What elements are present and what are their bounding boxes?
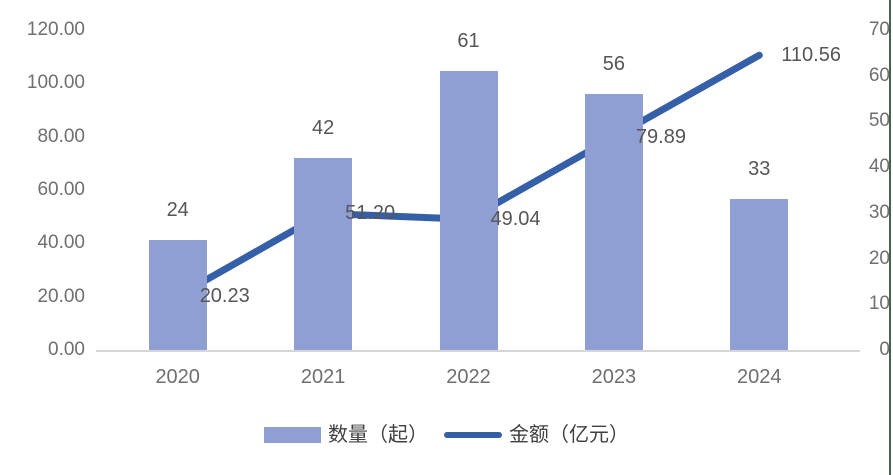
bar-series-swatch (264, 427, 321, 443)
legend-label-quantity: 数量（起） (328, 424, 428, 446)
bar-2024 (730, 199, 789, 350)
x-axis-label-2022: 2022 (446, 366, 491, 388)
left-axis-tick: 120.00 (26, 19, 85, 40)
right-axis-tick: 20 (868, 247, 890, 269)
line-value-label: 79.89 (635, 125, 686, 148)
left-axis-tick: 100.00 (26, 72, 85, 94)
bar-value-label: 61 (457, 30, 480, 53)
left-axis-tick: 20.00 (37, 285, 85, 307)
line-series-swatch (444, 432, 502, 438)
x-axis-label-2024: 2024 (737, 366, 782, 388)
left-axis-tick: 0.00 (48, 339, 85, 360)
right-axis-tick: 60 (868, 64, 890, 86)
right-axis-tick: 0 (879, 339, 890, 360)
right-edge-border-line (889, 0, 891, 475)
right-axis-tick: 30 (868, 201, 890, 223)
chart-legend: 数量（起） 金额（亿元） (0, 421, 893, 449)
legend-item-amount: 金额（亿元） (444, 421, 629, 449)
bar-value-label: 24 (166, 199, 189, 222)
bar-2023 (584, 94, 643, 350)
left-axis-tick: 40.00 (37, 232, 85, 254)
right-axis-tick: 70 (868, 19, 890, 40)
x-axis-line (96, 350, 860, 352)
bar-2021 (294, 158, 353, 350)
legend-item-quantity: 数量（起） (264, 421, 428, 449)
x-axis-label-2021: 2021 (300, 366, 346, 388)
x-axis-label-2023: 2023 (591, 366, 637, 388)
line-value-label: 20.23 (199, 285, 250, 308)
left-axis-tick: 80.00 (37, 125, 85, 147)
line-value-label: 49.04 (490, 208, 541, 231)
line-value-label: 51.20 (345, 202, 396, 225)
bar-value-label: 56 (602, 53, 626, 75)
left-axis-tick: 60.00 (37, 179, 85, 200)
x-axis-label-2020: 2020 (155, 366, 200, 388)
bar-2020 (148, 240, 207, 350)
right-axis-tick: 40 (868, 156, 890, 178)
line-value-label: 110.56 (781, 44, 841, 67)
bar-value-label: 42 (311, 117, 335, 139)
bar-value-label: 33 (748, 158, 771, 181)
legend-label-amount: 金额（亿元） (509, 424, 629, 446)
right-axis-tick: 50 (868, 110, 890, 132)
right-axis-tick: 10 (868, 293, 890, 315)
bar-2022 (439, 71, 498, 350)
